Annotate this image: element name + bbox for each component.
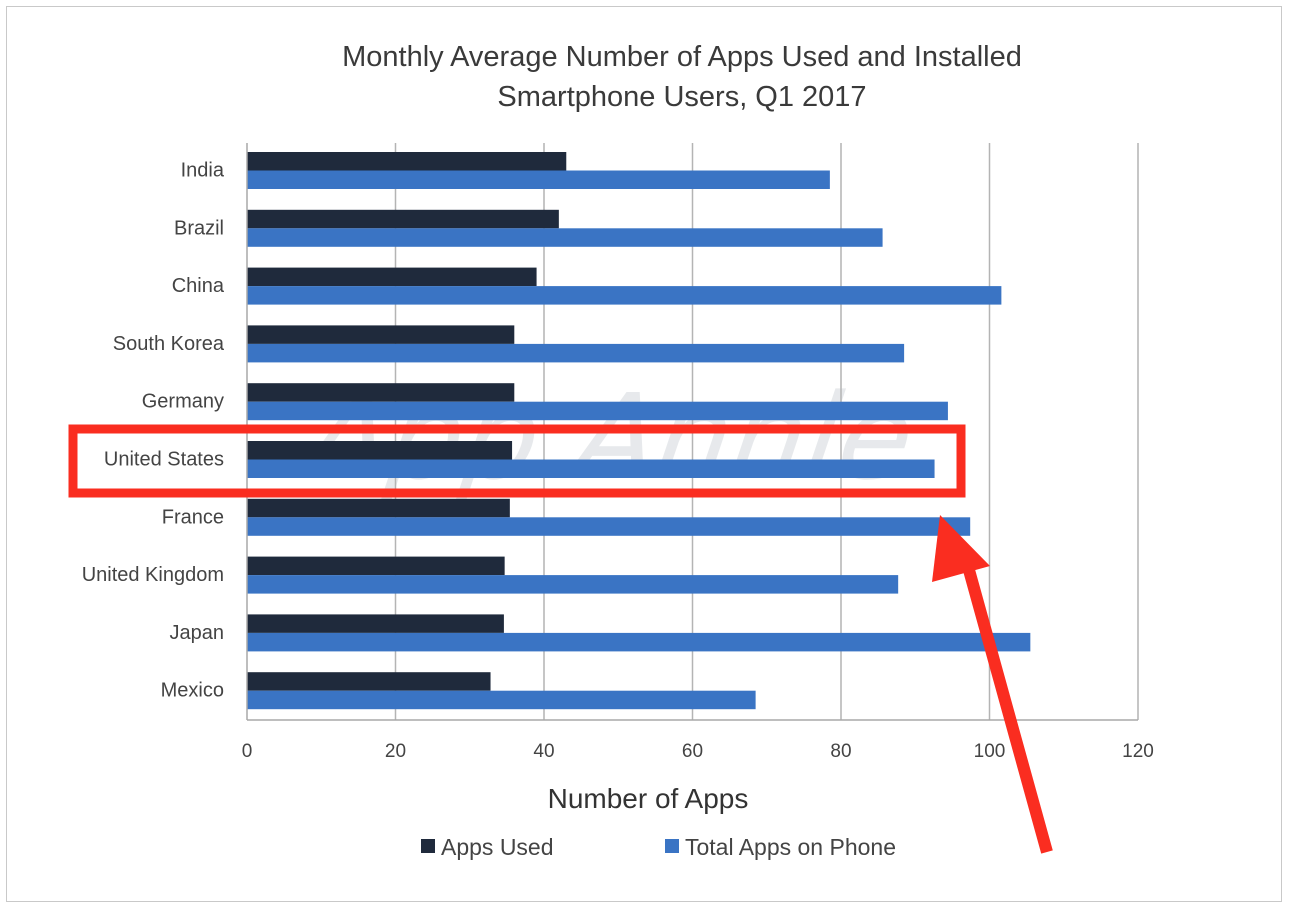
x-tick-label-100: 100 bbox=[974, 741, 1006, 762]
bar-total-apps-on-phone-united-kingdom bbox=[247, 575, 899, 594]
bar-total-apps-on-phone-china bbox=[247, 286, 1002, 305]
category-label-france: France bbox=[162, 506, 224, 528]
chart-frame bbox=[6, 6, 1282, 902]
x-tick-label-120: 120 bbox=[1122, 741, 1154, 762]
category-label-japan: Japan bbox=[170, 622, 225, 644]
bar-apps-used-japan bbox=[247, 614, 504, 633]
legend: Apps Used Total Apps on Phone bbox=[421, 834, 896, 860]
category-label-south-korea: South Korea bbox=[113, 333, 225, 355]
category-label-germany: Germany bbox=[142, 391, 224, 413]
bar-total-apps-on-phone-india bbox=[247, 170, 830, 189]
bar-total-apps-on-phone-germany bbox=[247, 401, 948, 421]
legend-label-total-apps: Total Apps on Phone bbox=[685, 834, 896, 860]
bar-total-apps-on-phone-mexico bbox=[247, 690, 756, 710]
x-tick-label-40: 40 bbox=[533, 741, 554, 762]
bar-apps-used-mexico bbox=[247, 672, 491, 691]
category-label-united-states: United States bbox=[104, 449, 224, 471]
bars bbox=[247, 152, 1031, 710]
bar-total-apps-on-phone-south-korea bbox=[247, 343, 905, 363]
x-axis-title: Number of Apps bbox=[548, 783, 749, 814]
bar-total-apps-on-phone-france bbox=[247, 517, 971, 536]
chart-title-line-1: Monthly Average Number of Apps Used and … bbox=[342, 41, 1022, 73]
x-tick-label-0: 0 bbox=[242, 741, 253, 762]
legend-label-apps-used: Apps Used bbox=[441, 834, 554, 860]
bar-apps-used-china bbox=[247, 267, 537, 287]
bar-apps-used-united-kingdom bbox=[247, 556, 505, 576]
x-tick-label-20: 20 bbox=[385, 741, 406, 762]
bar-total-apps-on-phone-brazil bbox=[247, 228, 883, 247]
category-labels: India Brazil China South Korea Germany United… bbox=[82, 160, 225, 702]
x-tick-label-80: 80 bbox=[830, 741, 851, 762]
bar-apps-used-south-korea bbox=[247, 325, 515, 344]
category-label-mexico: Mexico bbox=[161, 680, 224, 702]
chart-title-line-2: Smartphone Users, Q1 2017 bbox=[497, 81, 866, 113]
bar-total-apps-on-phone-united-states bbox=[247, 459, 935, 478]
pointer-arrow bbox=[932, 515, 1053, 854]
bar-apps-used-india bbox=[247, 152, 567, 171]
legend-swatch-apps-used bbox=[421, 839, 435, 853]
category-label-india: India bbox=[181, 160, 225, 182]
category-label-china: China bbox=[172, 275, 225, 297]
bar-apps-used-germany bbox=[247, 383, 515, 402]
x-tick-label-60: 60 bbox=[682, 741, 703, 762]
bar-apps-used-france bbox=[247, 498, 510, 518]
x-tick-labels: 0 20 40 60 80 100 120 bbox=[242, 741, 1154, 762]
bar-total-apps-on-phone-japan bbox=[247, 632, 1031, 652]
highlight-box-united-states bbox=[68, 424, 966, 498]
category-label-brazil: Brazil bbox=[174, 217, 224, 239]
bar-apps-used-united-states bbox=[247, 441, 513, 460]
category-label-united-kingdom: United Kingdom bbox=[82, 564, 224, 586]
legend-swatch-total-apps bbox=[665, 839, 679, 853]
bar-apps-used-brazil bbox=[247, 209, 559, 229]
